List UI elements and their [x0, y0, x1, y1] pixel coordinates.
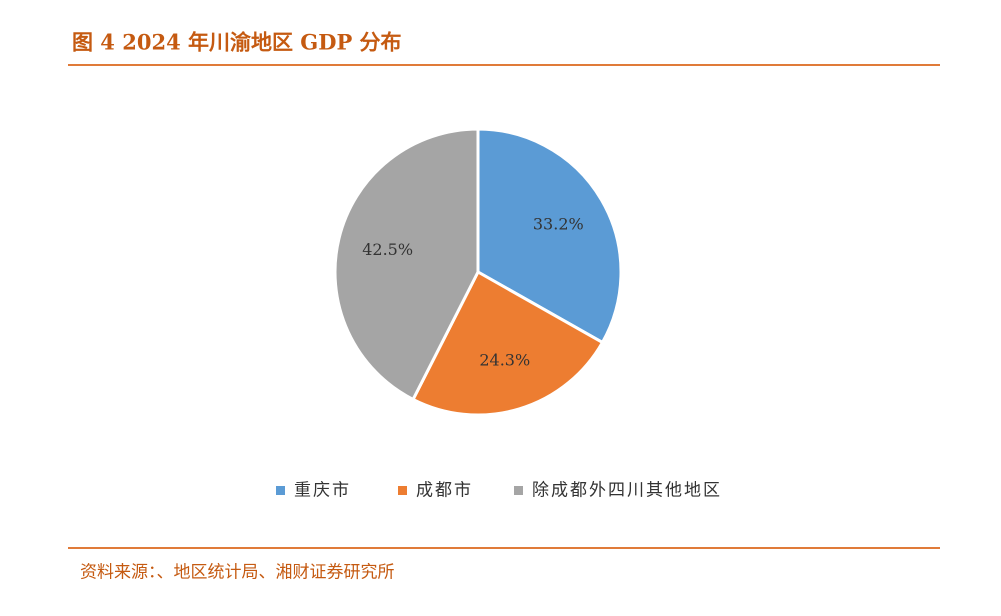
chart-title: 图 4 2024 年川渝地区 GDP 分布	[72, 30, 402, 55]
pie-slice	[476, 127, 623, 345]
data-label: 24.3%	[479, 351, 530, 370]
legend-label: 重庆市	[294, 481, 351, 501]
pie-slice	[333, 127, 480, 402]
source-note: 资料来源：、地区统计局、湘财证券研究所	[80, 563, 395, 583]
legend-label: 除成都外四川其他地区	[532, 481, 722, 501]
legend-label: 成都市	[416, 481, 473, 501]
legend-swatch	[276, 486, 285, 495]
legend-swatch	[398, 486, 407, 495]
data-label: 33.2%	[533, 215, 584, 234]
legend-swatch	[514, 486, 523, 495]
data-label: 42.5%	[362, 240, 413, 259]
